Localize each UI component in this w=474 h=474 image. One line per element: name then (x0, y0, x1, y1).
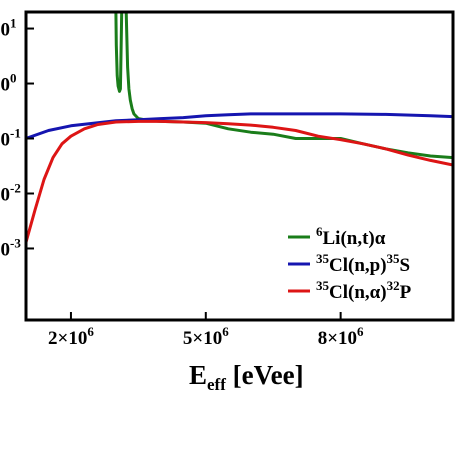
y-tick-label-4: 10-3 (0, 235, 21, 260)
series-line-1 (26, 112, 453, 140)
legend-label-2: 35Cl(n,α)32P (316, 278, 412, 303)
x-tick-label-1: 5×106 (183, 324, 229, 349)
x-tick-label-0: 2×106 (48, 324, 94, 349)
x-axis-title: Eeff [eVee] (189, 360, 304, 394)
series-layer (26, 12, 453, 244)
series-line-0 (114, 12, 453, 160)
y-tick-label-1: 100 (0, 71, 17, 96)
y-tick-label-2: 10-1 (0, 126, 21, 151)
plot-frame (24, 10, 455, 322)
x-tick-label-2: 8×106 (318, 324, 364, 349)
series-line-2 (26, 119, 453, 244)
legend-label-1: 35Cl(n,p)35S (316, 251, 410, 276)
legend-label-0: 6Li(n,t)α (316, 224, 386, 249)
y-tick-label-0: 101 (0, 16, 17, 41)
ticks-layer: 2×106 5×106 8×106 101 100 10-1 10-2 10-3 (0, 16, 364, 349)
y-tick-label-3: 10-2 (0, 180, 21, 205)
